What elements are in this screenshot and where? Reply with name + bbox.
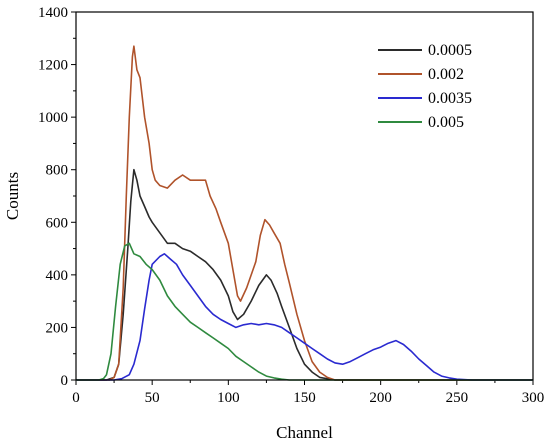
legend-label: 0.0035 xyxy=(428,90,472,107)
series-line-0.002 xyxy=(76,45,533,381)
legend: 0.0005 0.002 0.0035 0.005 xyxy=(378,42,472,131)
x-tick-label: 100 xyxy=(217,390,240,406)
x-tick-label: 300 xyxy=(522,390,545,406)
y-tick-label: 1000 xyxy=(38,110,68,126)
plot-frame xyxy=(75,11,534,381)
series-line-0.005 xyxy=(76,242,533,381)
x-axis-title: Channel xyxy=(276,423,333,442)
y-tick-label: 1400 xyxy=(38,5,68,21)
legend-label: 0.002 xyxy=(428,66,464,83)
tick-labels: 0 50 100 150 200 250 300 0 200 400 600 800 1000 1200 1… xyxy=(38,5,544,406)
series-layer xyxy=(76,45,533,381)
y-axis-title: Counts xyxy=(3,172,22,220)
series-line-0.0005 xyxy=(76,168,533,381)
y-tick-label: 200 xyxy=(46,320,69,336)
x-tick-label: 150 xyxy=(293,390,316,406)
legend-label: 0.0005 xyxy=(428,42,472,59)
y-tick-label: 0 xyxy=(61,373,69,389)
x-tick-label: 0 xyxy=(72,390,80,406)
legend-label: 0.005 xyxy=(428,114,464,131)
x-tick-label: 50 xyxy=(145,390,160,406)
y-tick-label: 800 xyxy=(46,163,69,179)
x-tick-label: 250 xyxy=(446,390,469,406)
y-tick-label: 400 xyxy=(46,268,69,284)
y-tick-label: 600 xyxy=(46,215,69,231)
y-tick-label: 1200 xyxy=(38,58,68,74)
series-line-0.0035 xyxy=(76,253,533,381)
x-tick-label: 200 xyxy=(369,390,392,406)
